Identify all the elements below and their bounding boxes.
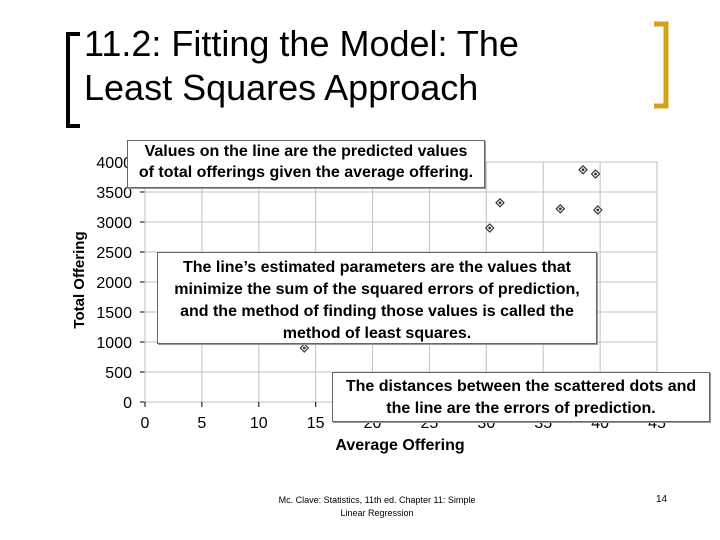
y-tick-label: 1000 [96, 335, 132, 352]
data-point-center [498, 201, 502, 205]
y-tick-labels: 0 500 1000 1500 2000 2500 3000 3500 4000 [96, 155, 132, 412]
x-axis-label: Average Offering [335, 437, 464, 454]
title-line-2: Least Squares Approach [84, 67, 479, 108]
y-tick-label: 0 [123, 395, 132, 412]
callout-errors-of-prediction: The distances between the scattered dots… [332, 372, 710, 422]
y-tick-label: 500 [105, 365, 132, 382]
slide-title: 11.2: Fitting the Model: The Least Squar… [84, 22, 644, 110]
title-line-1: 11.2: Fitting the Model: The [84, 23, 519, 64]
data-points [299, 164, 603, 353]
callout-bot-line-1: The distances between the scattered dots… [345, 378, 697, 395]
data-point-center [302, 346, 306, 350]
page-number: 14 [656, 494, 668, 505]
footer-line-2: Linear Regression [340, 508, 414, 518]
callout-mid-line-3: and the method of finding those values i… [180, 303, 574, 320]
callout-mid-line-2: minimize the sum of the squared errors o… [174, 281, 580, 298]
callout-mid-line-4: method of least squares. [282, 325, 472, 342]
callout-bot-line-2: the line are the errors of prediction. [333, 398, 709, 420]
y-tick-label: 4000 [96, 155, 132, 172]
y-axis-label: Total Offering [71, 231, 88, 328]
left-bracket-icon [66, 32, 80, 128]
data-point-center [594, 172, 597, 176]
footer-line-1: Mc. Clave: Statistics, 11th ed. Chapter … [278, 495, 476, 505]
slide-footer: Mc. Clave: Statistics, 11th ed. Chapter … [250, 494, 504, 520]
right-bracket-icon [654, 21, 669, 109]
callout-top-line-2: of total offerings given the average off… [138, 164, 474, 181]
callout-mid-line-1: The line’s estimated parameters are the … [182, 259, 571, 276]
callout-bot-text-emph: errors of prediction [503, 400, 652, 417]
callout-predicted-values: Values on the line are the predicted val… [127, 140, 485, 188]
x-tick-label: 15 [307, 415, 325, 432]
callout-least-squares: The line’s estimated parameters are the … [157, 252, 597, 344]
callout-top-line-1: Values on the line are the predicted val… [144, 143, 468, 160]
x-tick-label: 0 [141, 415, 150, 432]
y-tick-label: 3500 [96, 185, 132, 202]
y-tick-label: 1500 [96, 305, 132, 322]
data-point-center [488, 226, 492, 230]
data-point-center [581, 168, 585, 172]
y-tick-label: 2500 [96, 245, 132, 262]
callout-bot-text-pre: the line are the [386, 400, 504, 417]
x-tick-label: 10 [250, 415, 268, 432]
callout-bot-text-post: . [651, 400, 656, 417]
x-tick-label: 5 [197, 415, 206, 432]
y-tick-label: 3000 [96, 215, 132, 232]
data-point-center [558, 207, 562, 211]
data-point-center [596, 208, 600, 212]
y-tick-label: 2000 [96, 275, 132, 292]
